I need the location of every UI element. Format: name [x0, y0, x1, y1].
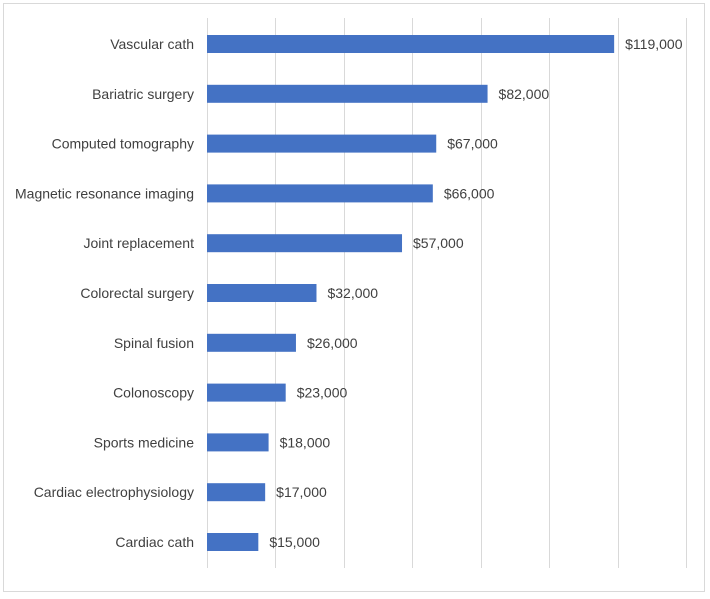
category-label-colonoscopy: Colonoscopy — [113, 385, 194, 401]
data-label-joint-replacement: $57,000 — [413, 235, 464, 251]
data-label-sports-medicine: $18,000 — [280, 434, 331, 450]
bar-colonoscopy — [207, 383, 286, 402]
data-label-vascular-cath: $119,000 — [625, 36, 683, 52]
data-label-bariatric-surgery: $82,000 — [499, 86, 550, 102]
bars — [207, 35, 615, 551]
data-label-cardiac-electrophysiology: $17,000 — [276, 484, 327, 500]
bar-joint-replacement — [207, 234, 403, 253]
data-label-colonoscopy: $23,000 — [297, 385, 348, 401]
bar-colorectal-surgery — [207, 284, 317, 302]
bar-cardiac-electrophysiology — [207, 483, 266, 502]
category-label-spinal-fusion: Spinal fusion — [114, 335, 194, 351]
bar-vascular-cath — [207, 35, 615, 53]
category-label-bariatric-surgery: Bariatric surgery — [92, 86, 194, 102]
category-label-cardiac-cath: Cardiac cath — [115, 534, 194, 550]
category-label-joint-replacement: Joint replacement — [83, 235, 194, 251]
data-label-magnetic-resonance-imaging: $66,000 — [444, 185, 495, 201]
bar-spinal-fusion — [207, 333, 296, 352]
data-label-cardiac-cath: $15,000 — [269, 534, 320, 550]
bar-computed-tomography — [207, 134, 437, 153]
value-labels: $119,000 $82,000 $67,000 $66,000 $57,000 $32,… — [269, 36, 682, 550]
data-label-spinal-fusion: $26,000 — [307, 335, 358, 351]
category-label-computed-tomography: Computed tomography — [52, 136, 194, 152]
bar-cardiac-cath — [207, 533, 259, 551]
bar-bariatric-surgery — [207, 84, 488, 103]
category-label-cardiac-electrophysiology: Cardiac electrophysiology — [34, 484, 194, 500]
category-label-sports-medicine: Sports medicine — [94, 434, 195, 450]
category-label-colorectal-surgery: Colorectal surgery — [80, 285, 194, 301]
data-label-computed-tomography: $67,000 — [447, 136, 498, 152]
bar-sports-medicine — [207, 433, 269, 452]
category-label-vascular-cath: Vascular cath — [110, 36, 194, 52]
gridlines — [207, 18, 687, 568]
category-label-magnetic-resonance-imaging: Magnetic resonance imaging — [15, 185, 194, 201]
category-labels: Vascular cath Bariatric surgery Computed t… — [15, 36, 194, 550]
data-label-colorectal-surgery: $32,000 — [327, 285, 378, 301]
bar-magnetic-resonance-imaging — [207, 184, 433, 203]
